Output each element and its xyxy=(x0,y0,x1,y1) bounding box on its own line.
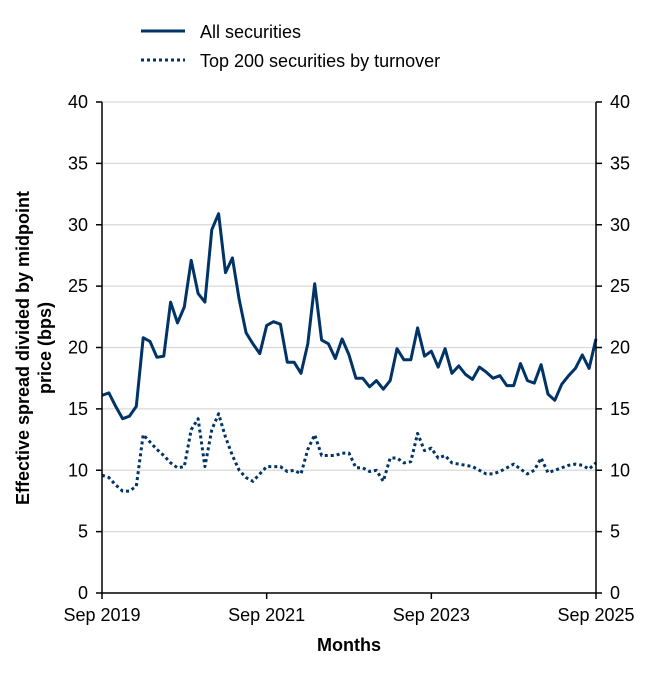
gridlines xyxy=(102,101,596,533)
legend-label-all-securities: All securities xyxy=(200,22,301,42)
x-tick-label: Sep 2021 xyxy=(228,605,305,625)
y-tick-label-right: 25 xyxy=(610,276,630,296)
x-tick-label: Sep 2023 xyxy=(393,605,470,625)
y-axis-label-line2: price (bps) xyxy=(35,302,55,394)
series-lines xyxy=(101,212,598,493)
y-tick-label-left: 0 xyxy=(78,583,88,603)
y-tick-label-left: 25 xyxy=(68,276,88,296)
x-tick-label: Sep 2019 xyxy=(63,605,140,625)
y-tick-label-left: 10 xyxy=(68,460,88,480)
y-tick-label-right: 20 xyxy=(610,338,630,358)
y-tick-label-right: 5 xyxy=(610,522,620,542)
x-axis-label: Months xyxy=(317,635,381,655)
y-tick-label-left: 40 xyxy=(68,92,88,112)
y-tick-label-right: 0 xyxy=(610,583,620,603)
y-tick-label-right: 10 xyxy=(610,460,630,480)
axes: 0 0 5 5 10 10 15 15 20 20 25 25 30 30 35 35 40 40 Sep 2019… xyxy=(63,92,634,625)
y-tick-label-left: 15 xyxy=(68,399,88,419)
legend-label-top-200: Top 200 securities by turnover xyxy=(200,51,440,71)
series-line-top-200 xyxy=(101,412,597,493)
x-tick-label: Sep 2025 xyxy=(557,605,634,625)
legend: All securities Top 200 securities by tur… xyxy=(141,22,440,71)
y-tick-label-right: 35 xyxy=(610,153,630,173)
y-tick-label-left: 5 xyxy=(78,522,88,542)
y-tick-label-right: 15 xyxy=(610,399,630,419)
series-line-all-securities xyxy=(101,212,598,421)
y-tick-label-right: 40 xyxy=(610,92,630,112)
y-tick-label-left: 20 xyxy=(68,338,88,358)
y-tick-label-right: 30 xyxy=(610,215,630,235)
y-tick-label-left: 35 xyxy=(68,153,88,173)
y-tick-label-left: 30 xyxy=(68,215,88,235)
y-axis-label-line1: Effective spread divided by midpoint xyxy=(13,191,33,505)
